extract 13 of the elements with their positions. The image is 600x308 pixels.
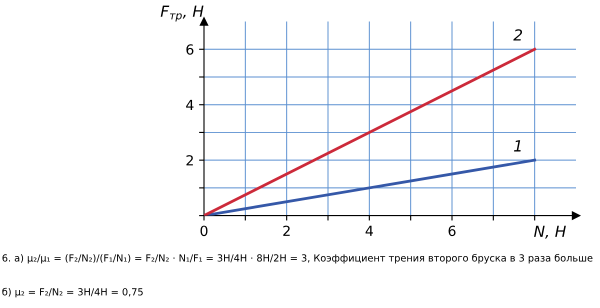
x-tick-label: 6 xyxy=(448,226,456,236)
y-tick-label: 4 xyxy=(186,100,194,110)
x-tick-label: 0 xyxy=(200,226,208,236)
series-label: 1 xyxy=(514,140,521,152)
text: б) μ₂ = F₂/N₂ = 3Н/4Н = 0,75 xyxy=(2,288,143,298)
y-axis-title: F$_{тр}$, Н xyxy=(160,6,204,22)
text: 6. а) μ₂/μ₁ = (F₂/N₂)/(F₁/N₁) = F₂/N₂ · N₁/F₁ = 3Н/4Н · 8Н/2Н = 3, Коэффициент трения второго бруска в 3 раза больше xyxy=(2,254,592,264)
y-tick-label: 2 xyxy=(186,155,193,166)
y-tick-label: 6 xyxy=(186,44,194,55)
x-axis-title: N, Н xyxy=(534,226,566,239)
x-tick-label: 2 xyxy=(283,226,290,236)
series-label: 2 xyxy=(513,29,522,41)
x-tick-label: 4 xyxy=(366,226,373,236)
